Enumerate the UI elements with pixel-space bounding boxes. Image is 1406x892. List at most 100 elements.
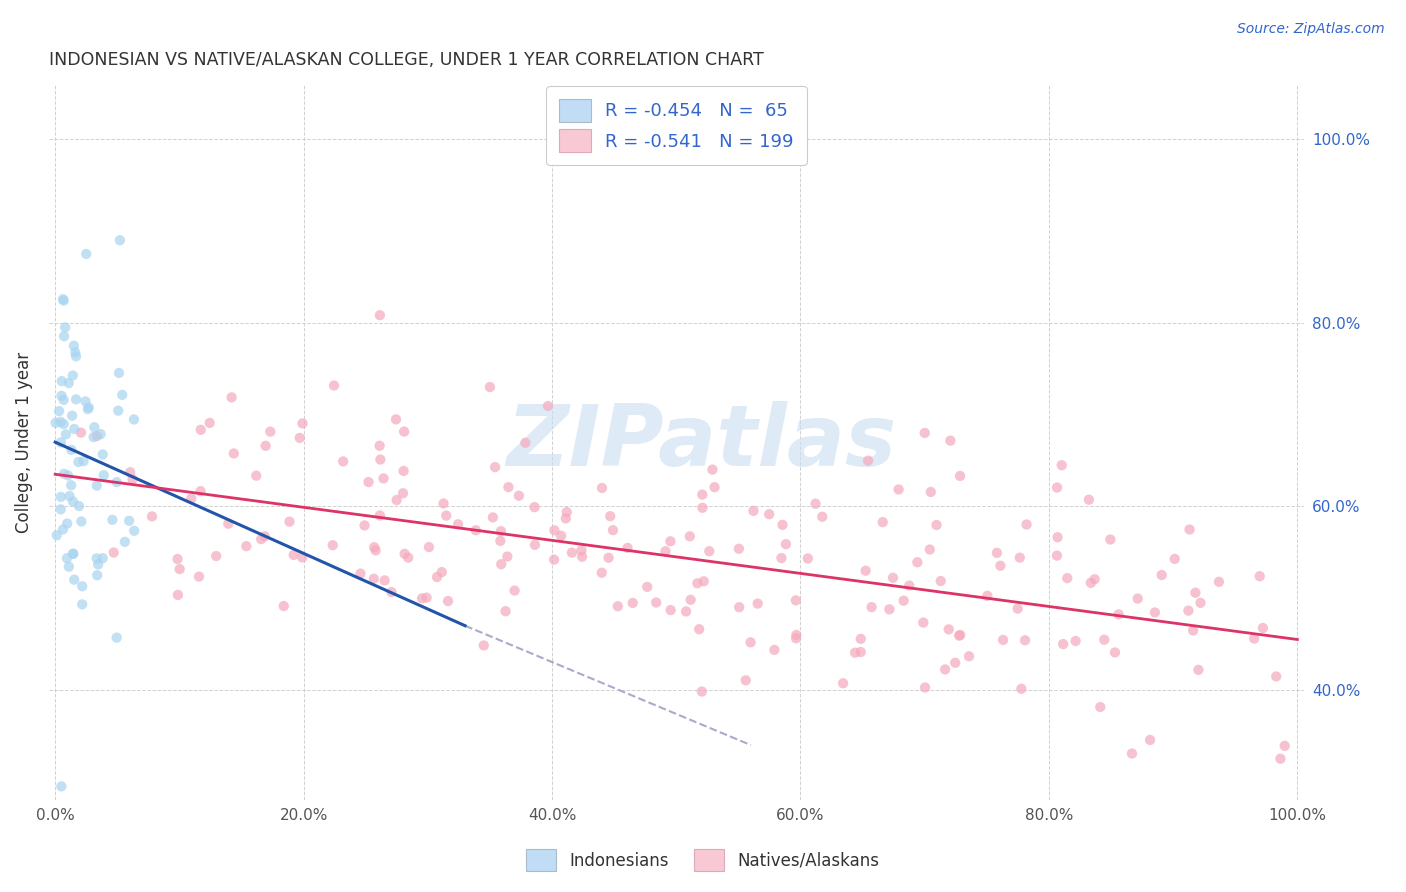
Point [48,404,70,418]
Point [63,422,86,436]
Point [111,388,134,402]
Point [811,509,834,524]
Point [349,566,371,581]
Point [898,578,921,592]
Point [1139,733,1161,747]
Point [364,543,387,558]
Point [432,496,454,510]
Point [918,542,941,557]
Legend: Indonesians, Natives/Alaskans: Indonesians, Natives/Alaskans [517,841,889,880]
Point [368,308,391,322]
Point [770,551,793,566]
Point [221,390,243,404]
Point [943,656,966,670]
Point [1243,632,1265,646]
Point [49,415,72,429]
Point [62,494,84,508]
Point [616,541,638,555]
Point [62,368,84,383]
Point [373,471,395,485]
Point [1150,568,1173,582]
Point [107,403,129,417]
Point [734,673,756,688]
Point [832,676,855,690]
Point [332,454,354,468]
Point [491,558,513,572]
Point [621,596,644,610]
Point [323,378,346,392]
Point [1064,634,1087,648]
Point [690,684,713,698]
Text: Source: ZipAtlas.com: Source: ZipAtlas.com [1237,22,1385,37]
Point [434,508,457,523]
Point [1092,632,1115,647]
Point [322,538,344,552]
Point [1265,669,1288,683]
Point [205,549,228,563]
Point [654,544,676,558]
Point [363,572,385,586]
Point [53,329,76,343]
Point [785,593,807,607]
Point [86,429,108,443]
Point [697,544,720,558]
Point [60,478,83,492]
Point [77,401,100,415]
Point [63,339,86,353]
Point [62,547,84,561]
Point [1177,604,1199,618]
Point [703,480,725,494]
Point [478,380,501,394]
Point [52,392,75,407]
Point [437,594,460,608]
Point [636,580,658,594]
Point [45,416,67,430]
Point [591,566,613,580]
Point [849,632,872,646]
Point [495,604,517,618]
Point [45,528,67,542]
Point [1046,530,1069,544]
Point [253,529,276,543]
Point [108,366,131,380]
Point [370,452,392,467]
Point [49,435,72,450]
Point [1099,533,1122,547]
Point [929,574,952,588]
Point [702,462,724,476]
Point [489,533,512,548]
Point [1274,739,1296,753]
Point [283,548,305,562]
Point [934,662,956,676]
Point [70,579,93,593]
Point [844,646,866,660]
Point [357,475,380,489]
Point [58,489,80,503]
Point [925,518,948,533]
Point [56,516,79,531]
Point [1052,637,1074,651]
Point [872,515,894,529]
Point [121,472,143,486]
Point [52,292,75,306]
Point [855,564,877,578]
Point [58,376,80,390]
Point [58,559,80,574]
Point [508,489,530,503]
Point [86,568,108,582]
Point [1208,574,1230,589]
Point [72,454,94,468]
Point [1270,752,1292,766]
Point [222,446,245,460]
Point [976,589,998,603]
Point [167,588,190,602]
Point [484,460,506,475]
Point [56,468,79,483]
Point [561,546,583,560]
Point [686,576,709,591]
Point [914,681,936,695]
Point [86,551,108,566]
Point [1015,517,1038,532]
Point [426,570,449,584]
Text: ZIPatlas: ZIPatlas [506,401,897,483]
